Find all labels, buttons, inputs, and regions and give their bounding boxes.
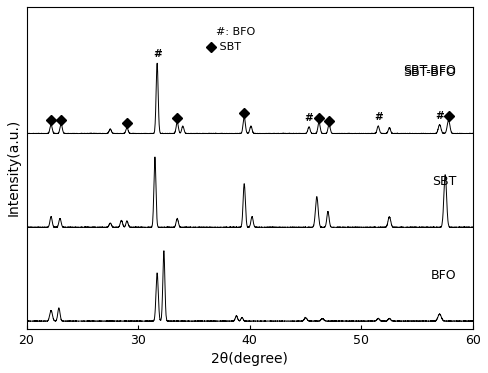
- Y-axis label: Intensity(a.u.): Intensity(a.u.): [7, 119, 21, 216]
- Text: SBT-BFO: SBT-BFO: [404, 66, 456, 79]
- Text: BFO: BFO: [431, 269, 456, 282]
- Text: SBT: SBT: [432, 175, 456, 188]
- Text: SBT-BFO: SBT-BFO: [404, 64, 456, 77]
- Text: #: #: [374, 113, 383, 122]
- Text: SBT: SBT: [216, 42, 241, 52]
- Text: #: #: [153, 50, 162, 59]
- Text: #: BFO: #: BFO: [216, 27, 256, 37]
- X-axis label: 2θ(degree): 2θ(degree): [211, 352, 288, 366]
- Text: #: #: [305, 113, 313, 123]
- Text: #: #: [435, 111, 444, 121]
